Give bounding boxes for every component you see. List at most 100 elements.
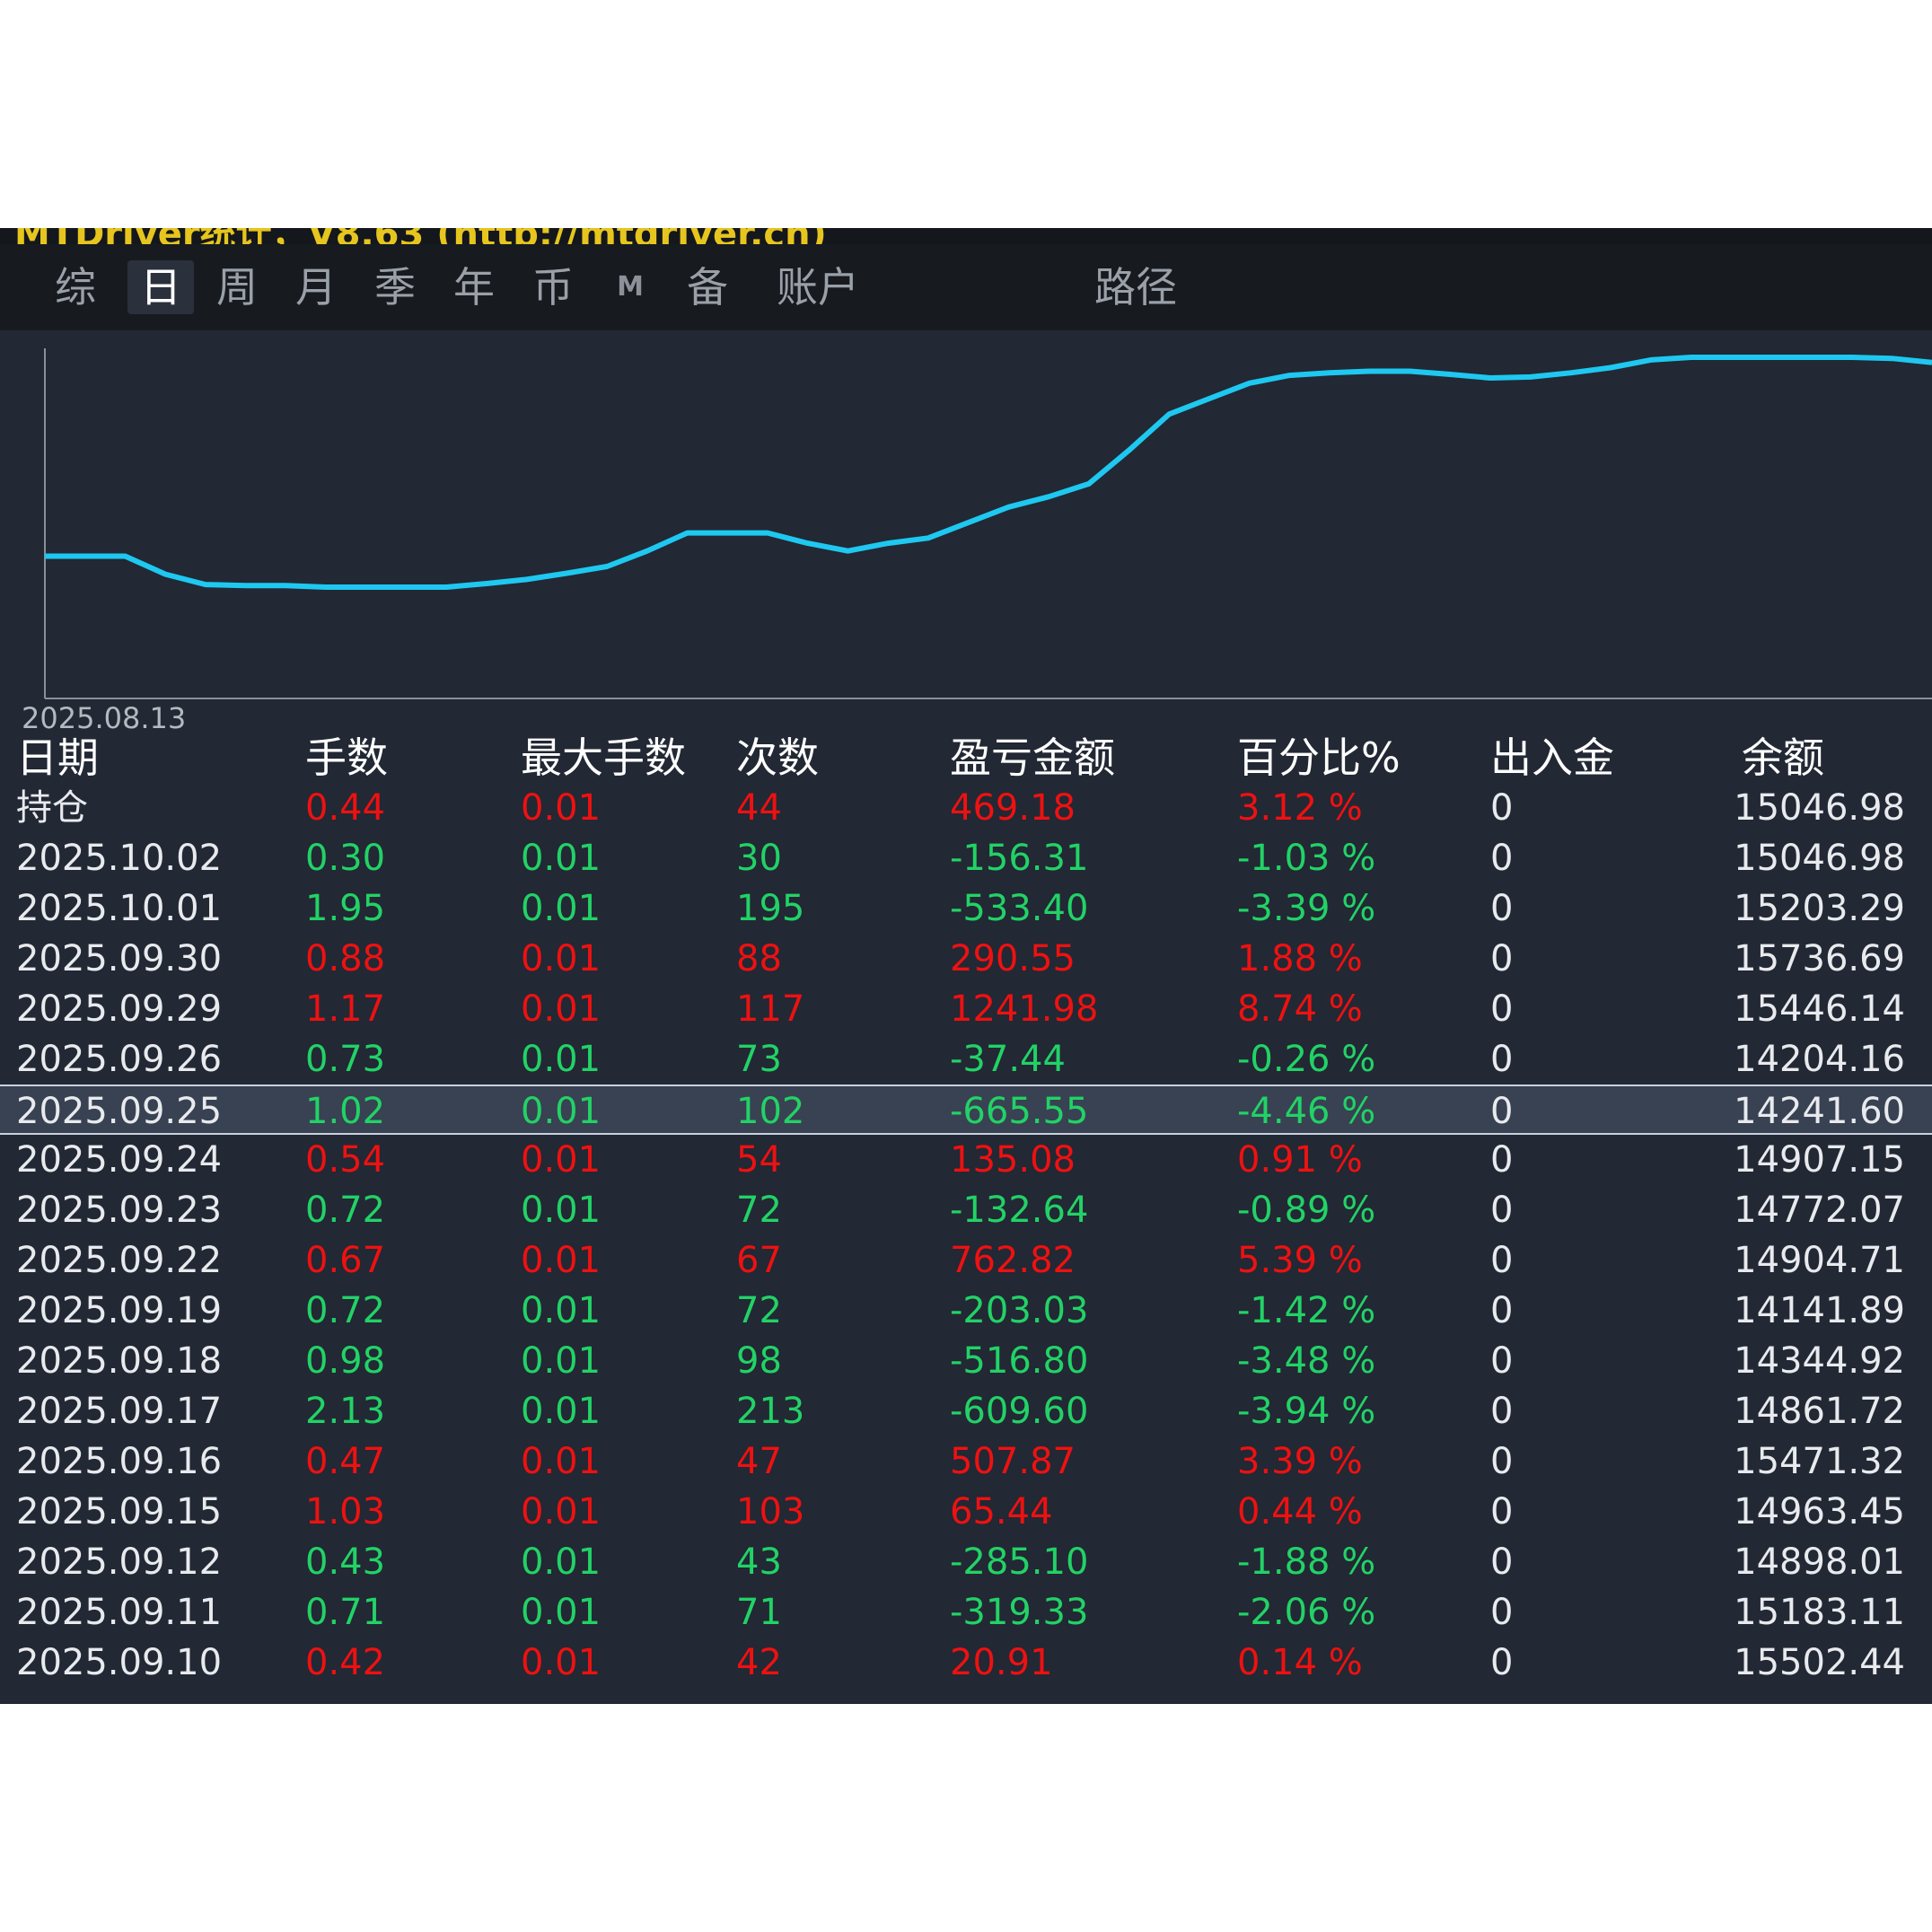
table-row[interactable]: 2025.10.02 0.30 0.01 30 -156.31 -1.03 % 0 15046…: [0, 833, 1932, 883]
row-count: 72: [736, 1290, 782, 1331]
table-row[interactable]: 2025.10.01 1.95 0.01 195 -533.40 -3.39 % 0 1520…: [0, 883, 1932, 934]
col-header-percent[interactable]: 百分比%: [1237, 733, 1401, 782]
row-balance: 15183.11: [1734, 1592, 1905, 1633]
balance-line: [45, 355, 1932, 590]
row-date: 2025.10.01: [16, 888, 223, 929]
daily-stats-table: 日期 手数 最大手数 次数 盈亏金额 百分比% 出入金 余额 持仓 0.44 0.0…: [0, 733, 1932, 1688]
tab-path[interactable]: 路径: [1094, 263, 1177, 312]
row-date: 2025.09.23: [16, 1190, 223, 1231]
row-count: 30: [736, 838, 782, 879]
row-date: 2025.09.17: [16, 1391, 223, 1432]
row-percent: -3.39 %: [1237, 888, 1376, 929]
col-header-balance[interactable]: 余额: [1742, 733, 1824, 782]
row-max-lots: 0.01: [521, 838, 602, 879]
table-row[interactable]: 2025.09.30 0.88 0.01 88 290.55 1.88 % 0 15736.6…: [0, 934, 1932, 984]
row-count: 195: [736, 888, 805, 929]
row-lots: 2.13: [305, 1391, 386, 1432]
row-balance: 15446.14: [1734, 988, 1905, 1030]
row-percent: -1.42 %: [1237, 1290, 1376, 1331]
row-deposit-withdrawal: 0: [1490, 988, 1514, 1030]
row-percent: -0.26 %: [1237, 1039, 1376, 1080]
row-pnl: -285.10: [950, 1541, 1089, 1583]
row-pnl: 507.87: [950, 1441, 1076, 1482]
table-row[interactable]: 2025.09.17 2.13 0.01 213 -609.60 -3.94 % 0 1486…: [0, 1386, 1932, 1436]
row-date: 2025.09.25: [16, 1091, 223, 1132]
row-date: 2025.09.16: [16, 1441, 223, 1482]
row-pnl: -132.64: [950, 1190, 1089, 1231]
col-header-lots[interactable]: 手数: [305, 733, 388, 782]
row-deposit-withdrawal: 0: [1490, 1139, 1514, 1181]
row-max-lots: 0.01: [521, 1190, 602, 1231]
row-balance: 14907.15: [1734, 1139, 1905, 1181]
row-pnl: 20.91: [950, 1642, 1053, 1683]
row-balance: 14141.89: [1734, 1290, 1905, 1331]
row-date: 持仓: [16, 787, 88, 829]
row-lots: 1.95: [305, 888, 386, 929]
col-header-pnl[interactable]: 盈亏金额: [950, 733, 1115, 782]
row-pnl: -609.60: [950, 1391, 1089, 1432]
row-percent: 5.39 %: [1237, 1240, 1363, 1281]
tab-overview[interactable]: 综: [55, 263, 96, 312]
col-header-date[interactable]: 日期: [16, 733, 99, 782]
table-row[interactable]: 2025.09.19 0.72 0.01 72 -203.03 -1.42 % 0 14141…: [0, 1286, 1932, 1336]
row-lots: 0.44: [305, 787, 386, 829]
row-date: 2025.09.18: [16, 1340, 223, 1382]
tab-account[interactable]: 账户: [777, 263, 859, 312]
col-header-deposit-withdrawal[interactable]: 出入金: [1490, 733, 1614, 782]
balance-chart-svg: 2025.08.13: [22, 348, 1932, 733]
row-date: 2025.09.11: [16, 1592, 223, 1633]
table-row[interactable]: 2025.09.12 0.43 0.01 43 -285.10 -1.88 % 0 14898…: [0, 1537, 1932, 1587]
tab-currency[interactable]: 币: [532, 263, 574, 312]
row-balance: 14963.45: [1734, 1491, 1905, 1532]
table-row-selected[interactable]: 2025.09.25 1.02 0.01 102 -665.55 -4.46 % 0 1424…: [0, 1085, 1932, 1135]
table-row[interactable]: 2025.09.22 0.67 0.01 67 762.82 5.39 % 0 14904.7…: [0, 1235, 1932, 1286]
row-percent: 3.12 %: [1237, 787, 1363, 829]
table-row[interactable]: 2025.09.29 1.17 0.01 117 1241.98 8.74 % 0 15446…: [0, 984, 1932, 1034]
tab-monthly[interactable]: 月: [295, 263, 337, 312]
tab-weekly[interactable]: 周: [216, 263, 258, 312]
tab-quarterly[interactable]: 季: [374, 263, 416, 312]
row-count: 54: [736, 1139, 782, 1181]
row-lots: 0.42: [305, 1642, 386, 1683]
row-deposit-withdrawal: 0: [1490, 1340, 1514, 1382]
row-date: 2025.09.24: [16, 1139, 223, 1181]
tab-yearly[interactable]: 年: [453, 263, 495, 312]
row-count: 42: [736, 1642, 782, 1683]
col-header-count[interactable]: 次数: [736, 733, 819, 782]
row-lots: 0.98: [305, 1340, 386, 1382]
col-header-max-lots[interactable]: 最大手数: [521, 733, 686, 782]
row-count: 47: [736, 1441, 782, 1482]
table-row[interactable]: 2025.09.15 1.03 0.01 103 65.44 0.44 % 0 14963.4…: [0, 1487, 1932, 1537]
table-row[interactable]: 2025.09.18 0.98 0.01 98 -516.80 -3.48 % 0 14344…: [0, 1336, 1932, 1386]
row-balance: 15046.98: [1734, 838, 1905, 879]
table-row[interactable]: 持仓 0.44 0.01 44 469.18 3.12 % 0 15046.98: [0, 783, 1932, 833]
tab-daily[interactable]: 日: [127, 260, 194, 314]
row-lots: 0.72: [305, 1290, 386, 1331]
row-pnl: 65.44: [950, 1491, 1053, 1532]
row-count: 72: [736, 1190, 782, 1231]
tab-notes[interactable]: 备: [687, 263, 728, 312]
row-deposit-withdrawal: 0: [1490, 1190, 1514, 1231]
table-row[interactable]: 2025.09.23 0.72 0.01 72 -132.64 -0.89 % 0 14772…: [0, 1185, 1932, 1235]
row-date: 2025.09.29: [16, 988, 223, 1030]
table-row[interactable]: 2025.09.26 0.73 0.01 73 -37.44 -0.26 % 0 14204.…: [0, 1034, 1932, 1085]
row-count: 43: [736, 1541, 782, 1583]
row-pnl: -533.40: [950, 888, 1089, 929]
row-count: 88: [736, 938, 782, 979]
table-header: 日期 手数 最大手数 次数 盈亏金额 百分比% 出入金 余额: [0, 733, 1932, 783]
row-deposit-withdrawal: 0: [1490, 1039, 1514, 1080]
row-date: 2025.09.15: [16, 1491, 223, 1532]
table-row[interactable]: 2025.09.16 0.47 0.01 47 507.87 3.39 % 0 15471.3…: [0, 1436, 1932, 1487]
row-max-lots: 0.01: [521, 1340, 602, 1382]
row-max-lots: 0.01: [521, 1541, 602, 1583]
row-date: 2025.09.22: [16, 1240, 223, 1281]
row-max-lots: 0.01: [521, 938, 602, 979]
table-row[interactable]: 2025.09.10 0.42 0.01 42 20.91 0.14 % 0 15502.44: [0, 1638, 1932, 1688]
row-pnl: -665.55: [950, 1091, 1089, 1132]
row-pnl: 1241.98: [950, 988, 1099, 1030]
row-percent: 0.44 %: [1237, 1491, 1363, 1532]
table-row[interactable]: 2025.09.24 0.54 0.01 54 135.08 0.91 % 0 14907.1…: [0, 1135, 1932, 1185]
tab-m[interactable]: M: [617, 271, 644, 303]
row-deposit-withdrawal: 0: [1490, 1642, 1514, 1683]
table-row[interactable]: 2025.09.11 0.71 0.01 71 -319.33 -2.06 % 0 15183…: [0, 1587, 1932, 1638]
